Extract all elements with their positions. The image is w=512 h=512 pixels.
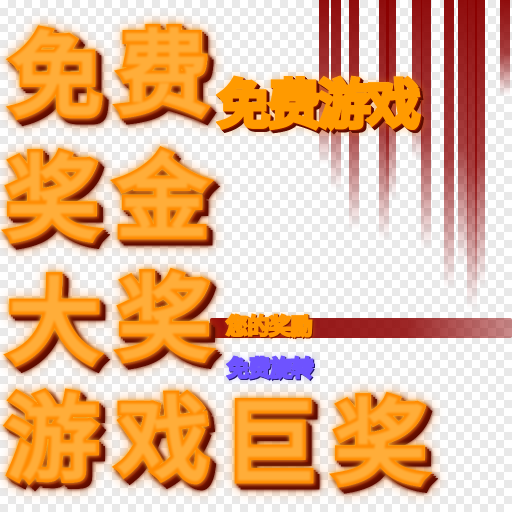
red-streak bbox=[331, 0, 341, 190]
glyph-bonus-2: 金 bbox=[113, 144, 211, 252]
red-streak bbox=[500, 0, 510, 96]
red-streak bbox=[475, 0, 485, 288]
glyph-game-2: 戏 bbox=[114, 386, 212, 494]
red-streak bbox=[386, 0, 396, 200]
red-streak bbox=[349, 0, 359, 230]
your-reward-label: 您的奖励 bbox=[225, 315, 314, 341]
glyph-free-2: 费 bbox=[114, 20, 212, 128]
free-spins-label: 免费旋转 bbox=[226, 357, 315, 383]
red-streak bbox=[467, 0, 477, 310]
red-streak bbox=[379, 0, 389, 240]
red-streak bbox=[412, 0, 422, 160]
glyph-jackpot-1: 大 bbox=[5, 268, 103, 376]
free-games-banner: 免费游戏 bbox=[216, 74, 482, 138]
red-streak bbox=[444, 0, 454, 290]
red-streak bbox=[421, 0, 431, 250]
glyph-game-1: 游 bbox=[3, 385, 101, 493]
red-streak bbox=[319, 0, 329, 165]
glyph-giant-1: 巨 bbox=[221, 389, 319, 497]
glyph-bonus-1: 奖 bbox=[3, 145, 101, 253]
glyph-giant-2: 奖 bbox=[331, 389, 429, 497]
red-beam bbox=[210, 318, 512, 338]
glyph-free-1: 免 bbox=[7, 22, 105, 130]
red-streak bbox=[458, 0, 468, 265]
glyph-jackpot-2: 奖 bbox=[115, 265, 213, 373]
